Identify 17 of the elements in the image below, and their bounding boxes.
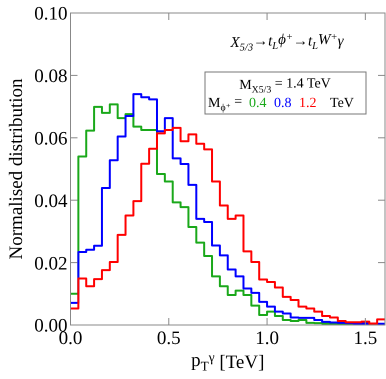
legend-title: M$_{ϕ⁺}$ = (208, 94, 242, 114)
x-tick-label: 1.0 (255, 328, 279, 349)
annotation: TeV (330, 96, 354, 111)
y-tick-label: 0.10 (34, 4, 68, 25)
annotation: M$_{X5/3}$ = 1.4 TeV (239, 76, 331, 96)
x-tick-label: 1.5 (353, 328, 378, 349)
y-tick-label: 0.06 (34, 128, 68, 150)
text: 0.8 (274, 96, 292, 111)
y-tick-label: 0.08 (34, 66, 68, 88)
y-tick-label: 0.04 (34, 190, 68, 212)
x-axis-title: p$_{T}$$^{γ}$ [TeV] (191, 349, 264, 374)
y-axis-title: Normalised distribution (6, 78, 27, 260)
text: 1.2 (299, 96, 316, 111)
text: 0.4 (249, 96, 266, 111)
text: X$_{5/3}$→t$_{L}$ϕ$^{+}$→t$_{L}$W$^{+}$γ (230, 32, 344, 54)
y-tick-label: 0.02 (34, 253, 68, 274)
x-tick-label: 0.5 (156, 328, 181, 349)
